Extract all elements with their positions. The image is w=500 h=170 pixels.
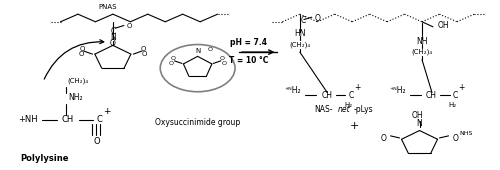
- Text: C: C: [348, 91, 354, 100]
- Text: O: O: [171, 56, 176, 61]
- Text: C: C: [96, 115, 102, 124]
- Text: O: O: [110, 39, 116, 48]
- Text: CH: CH: [426, 91, 437, 100]
- Text: O: O: [380, 134, 386, 143]
- Text: O: O: [93, 137, 100, 146]
- Text: O: O: [315, 14, 320, 23]
- Text: O: O: [220, 56, 224, 61]
- Text: ⁺ᴺH₂: ⁺ᴺH₂: [285, 86, 302, 95]
- Text: O: O: [80, 46, 85, 52]
- Text: net: net: [338, 105, 350, 114]
- Text: O: O: [208, 47, 212, 52]
- Text: O: O: [222, 61, 227, 66]
- Text: CH: CH: [62, 115, 74, 124]
- Text: T = 10 °C: T = 10 °C: [229, 56, 268, 65]
- Text: N: N: [416, 119, 422, 128]
- Text: +: +: [350, 121, 360, 131]
- Text: Polylysine: Polylysine: [20, 154, 68, 163]
- Text: +: +: [354, 83, 360, 92]
- Text: O: O: [452, 134, 458, 143]
- Text: ⁺ᴺH₂: ⁺ᴺH₂: [390, 86, 406, 95]
- Text: O: O: [142, 51, 147, 57]
- Text: C: C: [453, 91, 458, 100]
- Text: HN: HN: [294, 29, 306, 38]
- Text: NAS-: NAS-: [314, 105, 332, 114]
- Text: C: C: [301, 16, 306, 26]
- Text: +: +: [458, 83, 465, 92]
- Text: PNAS: PNAS: [98, 4, 117, 10]
- Text: H₂: H₂: [449, 102, 457, 108]
- Text: C: C: [110, 27, 116, 36]
- Text: NH₂: NH₂: [68, 93, 82, 102]
- Text: OH: OH: [438, 21, 450, 30]
- Text: pH = 7.4: pH = 7.4: [230, 38, 267, 47]
- Text: OH: OH: [411, 110, 423, 120]
- Text: (CH₂)₄: (CH₂)₄: [290, 41, 310, 48]
- Text: O: O: [127, 23, 132, 29]
- Text: (CH₂)₄: (CH₂)₄: [412, 49, 432, 55]
- FancyArrowPatch shape: [44, 40, 104, 79]
- Text: NH: NH: [416, 37, 428, 46]
- Text: O: O: [168, 61, 173, 66]
- Text: +: +: [103, 107, 110, 116]
- Text: Oxysuccinimide group: Oxysuccinimide group: [155, 118, 240, 127]
- Text: -pLys: -pLys: [353, 105, 373, 114]
- Text: NHS: NHS: [460, 131, 473, 135]
- Text: (CH₂)₄: (CH₂)₄: [67, 78, 88, 84]
- Text: O: O: [140, 46, 146, 52]
- Text: N: N: [110, 33, 116, 42]
- Text: N: N: [195, 48, 200, 54]
- Text: CH: CH: [322, 91, 332, 100]
- Text: H₂: H₂: [344, 102, 352, 108]
- Text: +NH: +NH: [18, 115, 38, 124]
- Text: O: O: [78, 51, 84, 57]
